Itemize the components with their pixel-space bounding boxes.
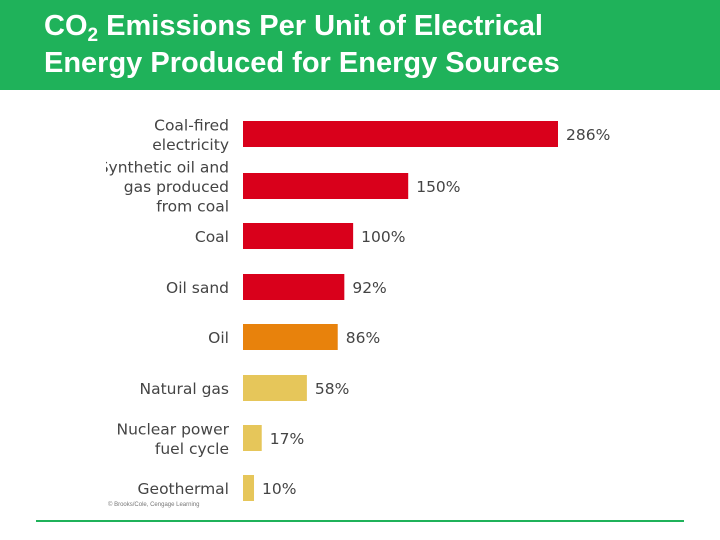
value-label-5: 58% bbox=[315, 380, 349, 398]
category-label-5: Natural gas bbox=[139, 380, 229, 398]
bar-1 bbox=[243, 173, 409, 199]
category-label-3-line-0: Oil sand bbox=[166, 279, 229, 297]
value-label-0: 286% bbox=[566, 126, 610, 144]
category-label-6-line-0: Nuclear power bbox=[117, 420, 230, 438]
value-label-2: 100% bbox=[361, 228, 405, 246]
value-label-3: 92% bbox=[352, 279, 386, 297]
bar-6 bbox=[243, 425, 262, 451]
category-label-1: Synthetic oil and gas produced from coal bbox=[106, 159, 229, 216]
category-label-1-line-2: from coal bbox=[156, 198, 229, 216]
bar-0 bbox=[243, 121, 558, 147]
bar-4 bbox=[243, 324, 338, 350]
category-label-0-line-1: electricity bbox=[152, 136, 229, 154]
bar-7 bbox=[243, 475, 255, 501]
title-co: CO bbox=[44, 10, 88, 42]
title-line2: Energy Produced for Energy Sources bbox=[44, 47, 560, 79]
category-label-7-line-0: Geothermal bbox=[138, 480, 229, 498]
title-line1-rest: Emissions Per Unit of Electrical bbox=[98, 10, 543, 42]
category-label-0: Coal-fired electricity bbox=[152, 116, 229, 154]
copyright-credit: © Brooks/Cole, Cengage Learning bbox=[108, 502, 200, 508]
category-label-6-line-1: fuel cycle bbox=[155, 440, 229, 458]
category-label-2: Coal bbox=[195, 228, 229, 246]
title-bar bbox=[0, 0, 720, 90]
bar-5 bbox=[243, 375, 307, 401]
category-label-1-line-0: Synthetic oil and bbox=[106, 159, 229, 177]
value-label-4: 86% bbox=[346, 329, 380, 347]
title-subscript: 2 bbox=[87, 25, 99, 46]
category-label-6: Nuclear power fuel cycle bbox=[117, 420, 230, 458]
bar-3 bbox=[243, 274, 345, 300]
value-label-6: 17% bbox=[270, 430, 304, 448]
category-label-3: Oil sand bbox=[166, 279, 229, 297]
category-label-2-line-0: Coal bbox=[195, 228, 229, 246]
category-label-7: Geothermal bbox=[138, 480, 229, 498]
chart-panel: 286% Coal-fired electricity 150% Synthetic o… bbox=[106, 100, 611, 514]
bottom-rule bbox=[36, 520, 684, 522]
value-label-1: 150% bbox=[416, 178, 460, 196]
category-label-0-line-0: Coal-fired bbox=[154, 116, 229, 134]
bar-2 bbox=[243, 223, 354, 249]
category-label-4-line-0: Oil bbox=[208, 329, 229, 347]
value-label-7: 10% bbox=[262, 480, 296, 498]
category-label-1-line-1: gas produced bbox=[124, 178, 229, 196]
category-label-5-line-0: Natural gas bbox=[139, 380, 229, 398]
slide-title: CO2 Emissions Per Unit of Electrical Ener… bbox=[44, 8, 704, 82]
category-label-4: Oil bbox=[208, 329, 229, 347]
emissions-bar-chart: 286% Coal-fired electricity 150% Synthetic o… bbox=[106, 116, 610, 501]
